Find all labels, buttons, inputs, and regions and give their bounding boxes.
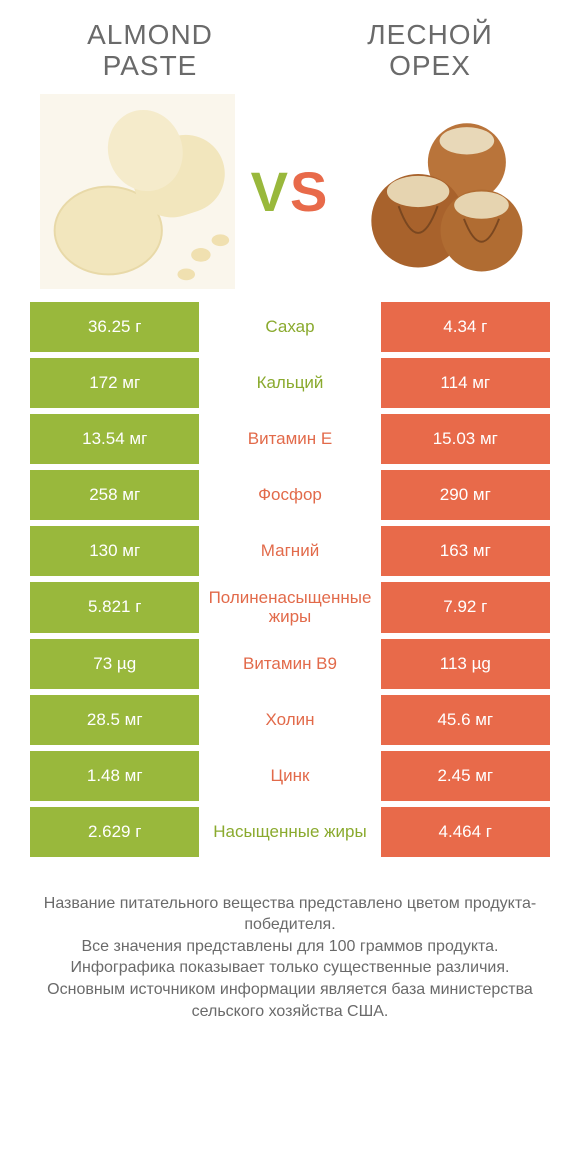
footer-line: Инфографика показывает только существенн… [30,957,550,979]
cell-right-value: 7.92 г [381,582,550,633]
cell-nutrient-label: Холин [199,695,380,745]
table-row: 13.54 мгВитамин E15.03 мг [30,414,550,464]
cell-left-value: 1.48 мг [30,751,199,801]
title-left: ALMOND PASTE [50,20,250,82]
cell-left-value: 36.25 г [30,302,199,352]
vs-v: V [251,160,290,223]
cell-left-value: 130 мг [30,526,199,576]
cell-right-value: 113 µg [381,639,550,689]
table-row: 36.25 гСахар4.34 г [30,302,550,352]
cell-nutrient-label: Витамин B9 [199,639,380,689]
cell-left-value: 172 мг [30,358,199,408]
product-image-right [345,94,540,289]
cell-left-value: 5.821 г [30,582,199,633]
images-row: VS [0,92,580,302]
table-row: 73 µgВитамин B9113 µg [30,639,550,689]
almond-paste-icon [40,94,235,289]
cell-nutrient-label: Магний [199,526,380,576]
cell-nutrient-label: Полиненасыщенные жиры [199,582,380,633]
cell-right-value: 114 мг [381,358,550,408]
cell-nutrient-label: Насыщенные жиры [199,807,380,857]
cell-right-value: 15.03 мг [381,414,550,464]
cell-left-value: 2.629 г [30,807,199,857]
table-row: 28.5 мгХолин45.6 мг [30,695,550,745]
cell-right-value: 163 мг [381,526,550,576]
cell-right-value: 4.34 г [381,302,550,352]
table-row: 258 мгФосфор290 мг [30,470,550,520]
comparison-table: 36.25 гСахар4.34 г 172 мгКальций114 мг 13.… [0,302,580,857]
cell-nutrient-label: Сахар [199,302,380,352]
table-row: 172 мгКальций114 мг [30,358,550,408]
cell-left-value: 13.54 мг [30,414,199,464]
cell-right-value: 4.464 г [381,807,550,857]
cell-nutrient-label: Витамин E [199,414,380,464]
table-row: 2.629 гНасыщенные жиры4.464 г [30,807,550,857]
hazelnut-icon [345,94,540,289]
footer-notes: Название питательного вещества представл… [0,863,580,1023]
cell-right-value: 2.45 мг [381,751,550,801]
table-row: 130 мгМагний163 мг [30,526,550,576]
cell-right-value: 290 мг [381,470,550,520]
cell-right-value: 45.6 мг [381,695,550,745]
footer-line: Основным источником информации является … [30,979,550,1022]
table-row: 1.48 мгЦинк2.45 мг [30,751,550,801]
vs-s: S [290,160,329,223]
product-image-left [40,94,235,289]
cell-left-value: 73 µg [30,639,199,689]
table-row: 5.821 гПолиненасыщенные жиры7.92 г [30,582,550,633]
cell-left-value: 28.5 мг [30,695,199,745]
footer-line: Все значения представлены для 100 граммо… [30,936,550,958]
cell-left-value: 258 мг [30,470,199,520]
cell-nutrient-label: Фосфор [199,470,380,520]
vs-label: VS [251,159,330,224]
cell-nutrient-label: Цинк [199,751,380,801]
title-right: ЛЕСНОЙ ОРЕХ [330,20,530,82]
footer-line: Название питательного вещества представл… [30,893,550,936]
header: ALMOND PASTE ЛЕСНОЙ ОРЕХ [0,0,580,92]
cell-nutrient-label: Кальций [199,358,380,408]
